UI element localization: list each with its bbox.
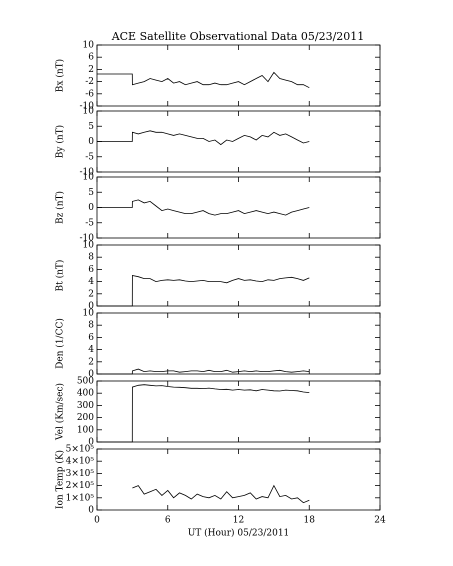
y-tick-label: 300 xyxy=(77,401,94,411)
y-tick-label: 3×10⁵ xyxy=(66,469,95,479)
y-tick-label: -5 xyxy=(85,152,94,162)
y-tick-label: 5 xyxy=(88,122,94,132)
x-tick-label: 0 xyxy=(94,516,100,526)
y-tick-label: 8 xyxy=(88,321,94,331)
panel-frame xyxy=(96,448,381,511)
x-tick-label: 6 xyxy=(165,516,171,526)
y-axis-label: Bt (nT) xyxy=(55,260,66,292)
panel-frame xyxy=(96,110,381,173)
y-tick-label: 10 xyxy=(83,107,95,117)
y-tick-label: 4 xyxy=(88,277,94,287)
y-tick-label: 400 xyxy=(77,389,94,399)
data-line xyxy=(132,484,310,504)
data-line xyxy=(97,130,310,146)
chart-title: ACE Satellite Observational Data 05/23/2… xyxy=(111,30,365,43)
y-tick-label: -2 xyxy=(85,77,94,87)
y-axis-label: Vel (Km/sec) xyxy=(55,383,66,441)
y-axis-label: Bz (nT) xyxy=(55,191,66,224)
y-axis-label: Den (1/CC) xyxy=(55,318,66,369)
y-tick-label: 6 xyxy=(88,53,94,63)
y-tick-label: -10 xyxy=(80,234,95,244)
y-tick-label: 0 xyxy=(88,370,94,380)
data-line xyxy=(97,71,310,89)
y-tick-label: 10 xyxy=(83,309,95,319)
y-tick-label: -5 xyxy=(85,218,94,228)
y-tick-label: 2×10⁵ xyxy=(66,481,95,491)
x-tick-label: 12 xyxy=(233,516,244,526)
y-axis-label: Bx (nT) xyxy=(55,59,66,92)
y-axis-label: Ion Temp (K) xyxy=(55,450,66,509)
y-tick-label: 10 xyxy=(83,41,95,51)
y-tick-label: 5 xyxy=(88,188,94,198)
panel-frame xyxy=(96,44,381,107)
y-tick-label: -10 xyxy=(80,168,95,178)
y-tick-label: 1×10⁵ xyxy=(66,493,95,503)
y-tick-label: 4×10⁵ xyxy=(66,457,95,467)
y-tick-label: 6 xyxy=(88,265,94,275)
data-line xyxy=(97,368,310,375)
y-tick-label: 200 xyxy=(77,413,94,423)
data-line xyxy=(97,275,310,307)
y-tick-label: 0 xyxy=(88,137,94,147)
panel-frame xyxy=(96,244,381,307)
y-tick-label: 2 xyxy=(88,65,94,75)
y-tick-label: 8 xyxy=(88,253,94,263)
y-tick-label: 10 xyxy=(83,173,95,183)
y-tick-label: 2 xyxy=(88,289,94,299)
y-tick-label: 5×10⁵ xyxy=(66,445,95,455)
panel-frame xyxy=(96,380,381,443)
data-line xyxy=(97,384,310,443)
y-tick-label: 0 xyxy=(88,438,94,448)
x-tick-label: 24 xyxy=(374,516,386,526)
y-tick-label: -10 xyxy=(80,102,95,112)
y-tick-label: 0 xyxy=(88,203,94,213)
y-tick-label: 10 xyxy=(83,241,95,251)
y-tick-label: 4 xyxy=(88,345,94,355)
panel-frame xyxy=(96,312,381,375)
y-tick-label: 0 xyxy=(88,302,94,312)
x-tick-label: 18 xyxy=(304,516,316,526)
y-tick-label: 6 xyxy=(88,333,94,343)
y-tick-label: -6 xyxy=(85,89,94,99)
y-tick-label: 100 xyxy=(77,425,94,435)
panel-frame xyxy=(96,176,381,239)
y-tick-label: 2 xyxy=(88,357,94,367)
x-axis-label: UT (Hour) 05/23/2011 xyxy=(188,528,290,539)
data-line xyxy=(97,199,310,216)
y-tick-label: 0 xyxy=(88,506,94,516)
y-axis-label: By (nT) xyxy=(55,125,66,158)
y-tick-label: 500 xyxy=(77,377,94,387)
